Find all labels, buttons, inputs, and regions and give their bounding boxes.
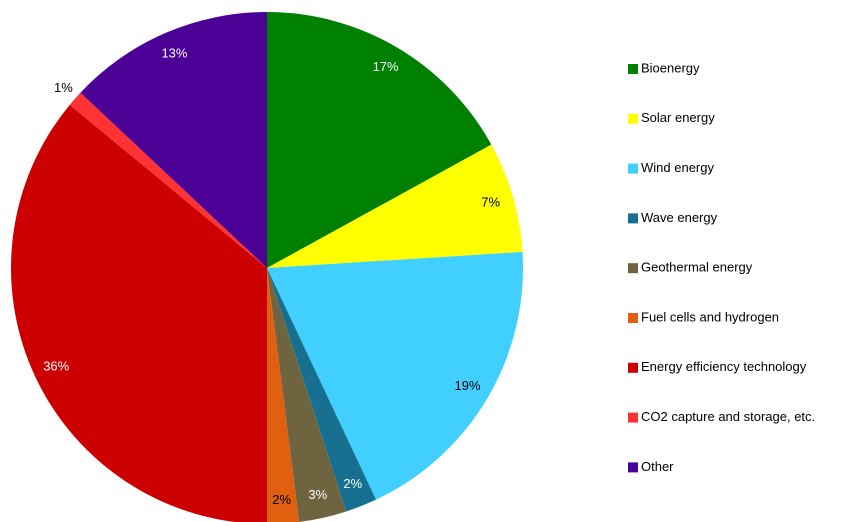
pie-slice xyxy=(11,104,267,522)
data-label: 13% xyxy=(161,46,187,61)
pie-slice xyxy=(267,268,376,512)
legend-label: Geothermal energy xyxy=(641,260,753,275)
legend-label: Wind energy xyxy=(641,160,714,175)
pie-slice xyxy=(69,92,267,268)
legend-label: Other xyxy=(641,459,674,474)
legend-swatch xyxy=(628,263,638,274)
legend-swatch xyxy=(628,462,638,473)
legend-label: Bioenergy xyxy=(641,60,700,75)
legend-label: Wave energy xyxy=(641,210,718,225)
legend-swatch xyxy=(628,213,638,224)
pie-slice xyxy=(267,251,523,500)
data-label: 19% xyxy=(455,378,481,393)
pie-slice xyxy=(267,144,523,268)
data-label: 2% xyxy=(272,492,291,507)
legend-swatch xyxy=(628,412,638,423)
data-label: 7% xyxy=(481,194,500,209)
legend-label: CO2 capture and storage, etc. xyxy=(641,409,815,424)
legend-label: Fuel cells and hydrogen xyxy=(641,309,779,324)
data-label: 17% xyxy=(373,59,399,74)
pie-slice xyxy=(267,268,300,522)
data-label: 2% xyxy=(343,476,362,491)
pie-slice xyxy=(267,12,492,268)
legend-swatch xyxy=(628,362,638,373)
legend-swatch xyxy=(628,64,638,74)
legend-label: Energy efficiency technology xyxy=(641,359,807,374)
pie-slice xyxy=(267,268,347,522)
data-label: 1% xyxy=(54,80,73,95)
data-label: 36% xyxy=(43,359,69,374)
data-label: 3% xyxy=(308,487,327,502)
legend-label: Solar energy xyxy=(641,110,715,125)
legend-swatch xyxy=(628,163,638,174)
pie-slice xyxy=(80,12,267,268)
legend-swatch xyxy=(628,313,638,323)
legend-swatch xyxy=(628,113,638,124)
